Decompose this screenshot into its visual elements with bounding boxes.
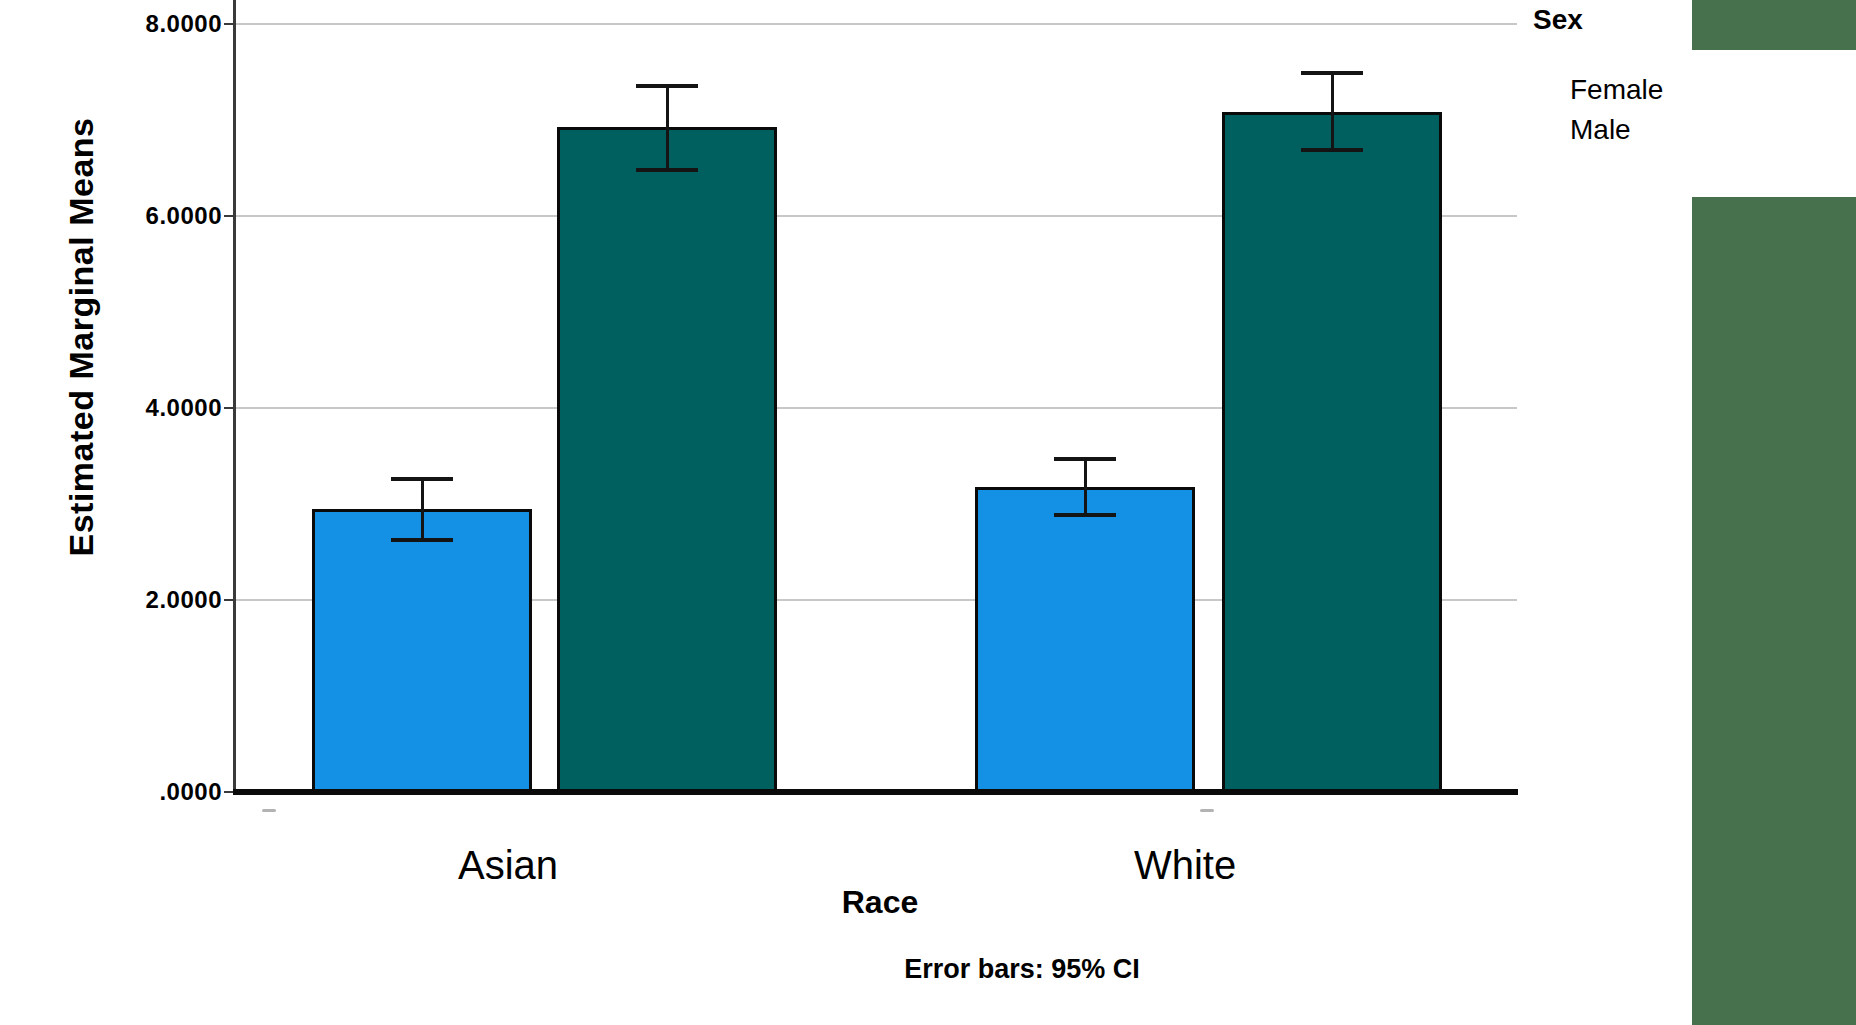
bar-male-asian (557, 127, 777, 792)
x-axis-tick (262, 809, 276, 812)
x-axis-tick (1200, 809, 1214, 812)
error-bar-line-female-white (1084, 459, 1087, 515)
category-label-white: White (1035, 843, 1335, 887)
y-tick-label: 4.0000 (100, 395, 222, 421)
side-panel-block-bottom (1692, 197, 1856, 1025)
x-axis-title: Race (780, 884, 980, 921)
bar-female-white (975, 487, 1195, 792)
error-bar-cap-top-male-white (1301, 71, 1363, 75)
y-tick-label: 2.0000 (100, 587, 222, 613)
gridline (235, 23, 1517, 25)
x-axis-line (233, 789, 1518, 795)
error-bars-footnote: Error bars: 95% CI (822, 954, 1222, 985)
legend-label-female: Female (1570, 70, 1663, 110)
legend-title: Sex (1533, 4, 1583, 36)
y-tick-label: 8.0000 (100, 11, 222, 37)
error-bar-line-male-white (1331, 73, 1334, 150)
error-bar-cap-top-female-asian (391, 477, 453, 481)
category-label-asian: Asian (358, 843, 658, 887)
chart-area: .00002.00004.00006.00008.0000AsianWhite … (0, 0, 1856, 1025)
y-tick-label: .0000 (100, 779, 222, 805)
error-bar-cap-top-male-asian (636, 84, 698, 88)
y-tick-label: 6.0000 (100, 203, 222, 229)
error-bar-line-male-asian (666, 86, 669, 170)
legend-label-male: Male (1570, 110, 1631, 150)
error-bar-cap-top-female-white (1054, 457, 1116, 461)
y-axis-title: Estimated Marginal Means (59, 117, 103, 557)
error-bar-cap-bottom-female-asian (391, 538, 453, 542)
error-bar-line-female-asian (421, 479, 424, 539)
error-bar-cap-bottom-male-white (1301, 148, 1363, 152)
bar-female-asian (312, 509, 532, 792)
bar-male-white (1222, 112, 1442, 792)
side-panel-block-top (1692, 0, 1856, 50)
plot-layer: .0000 2.0000 4.0000 6.0000 8.0000 Asian White (0, 0, 1856, 1025)
error-bar-cap-bottom-male-asian (636, 168, 698, 172)
error-bar-cap-bottom-female-white (1054, 513, 1116, 517)
y-axis-line (233, 0, 236, 792)
